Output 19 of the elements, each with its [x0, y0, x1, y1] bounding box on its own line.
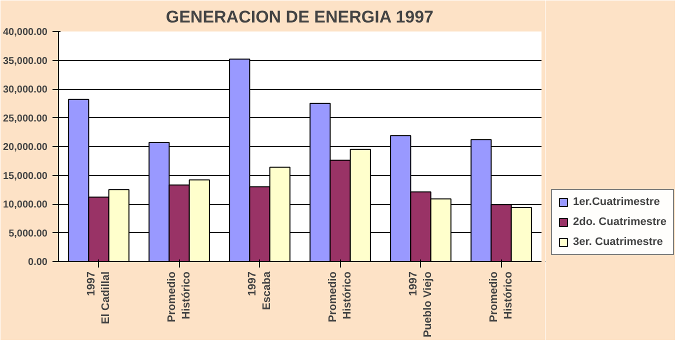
legend-label: 2do. Cuatrimestre [573, 216, 667, 228]
x-tick-label: Promedio Histórico [327, 271, 354, 322]
chart-title: GENERACION DE ENERGIA 1997 [166, 8, 434, 26]
x-tick-label: 1997 El Cadillal [86, 271, 112, 324]
x-tick-label: 1997 Escaba [246, 270, 273, 310]
y-tick-label: 25,000.00 [3, 113, 48, 124]
y-tick-label: 10,000.00 [3, 200, 48, 210]
y-tick-label: 40,000.00 [3, 27, 48, 38]
y-tick-label: 30,000.00 [3, 84, 48, 96]
y-tick-label: 5,000.00 [8, 228, 48, 240]
legend-label: 1er.Cuatrimestre [573, 196, 660, 208]
y-tick-label: 35,000.00 [3, 56, 48, 67]
x-tick-label: 1997 Pueblo Viejo [408, 271, 434, 338]
x-tick-label: Promedio Histórico [488, 271, 514, 322]
y-tick-label: 15,000.00 [3, 170, 48, 182]
x-tick-label: Promedio Histórico [166, 271, 192, 322]
legend-label: 3er. Cuatrimestre [573, 236, 663, 248]
y-tick-label: 20,000.00 [3, 142, 48, 153]
y-tick-label: 0.00 [28, 257, 48, 268]
